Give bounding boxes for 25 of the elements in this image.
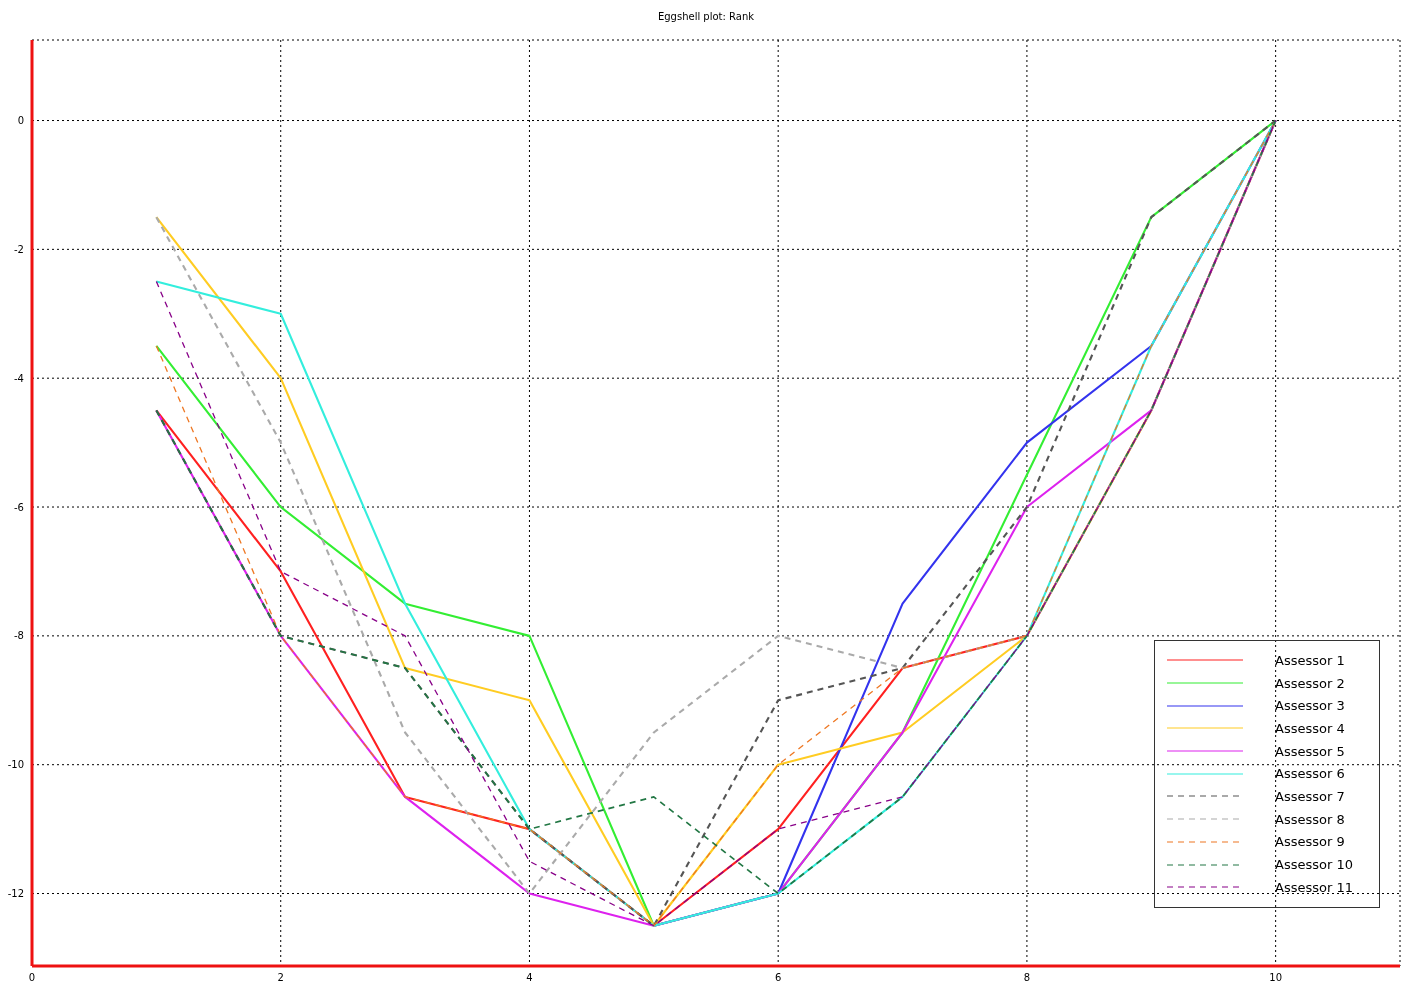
x-tick-label: 0 [28, 972, 36, 984]
y-tick-label: -12 [7, 888, 24, 900]
text: Assessor 8 [1275, 811, 1345, 827]
x-tick-label: 8 [1023, 972, 1031, 984]
text: Assessor 7 [1275, 788, 1345, 804]
y-tick-label: -4 [14, 372, 24, 384]
chart-title: Eggshell plot: Rank [656, 10, 756, 24]
text: Assessor 11 [1275, 879, 1353, 895]
y-tick-label: -8 [14, 630, 24, 642]
text: Assessor 4 [1275, 720, 1345, 736]
text: Assessor 5 [1275, 743, 1345, 759]
text: Assessor 1 [1275, 652, 1345, 668]
text: Assessor 6 [1275, 766, 1345, 782]
text: Assessor 9 [1275, 834, 1345, 850]
x-tick-label: 2 [277, 972, 284, 984]
x-tick-label: 6 [774, 972, 782, 984]
text: Assessor 10 [1275, 857, 1353, 873]
y-tick-label: -2 [14, 243, 24, 255]
x-tick-label: 10 [1269, 972, 1282, 984]
y-tick-label: -10 [7, 759, 24, 771]
y-tick-label: 0 [17, 115, 24, 127]
y-tick-label: -6 [14, 501, 24, 513]
text: Assessor 2 [1275, 675, 1345, 691]
text: Assessor 3 [1275, 698, 1345, 714]
x-tick-label: 4 [526, 972, 533, 984]
